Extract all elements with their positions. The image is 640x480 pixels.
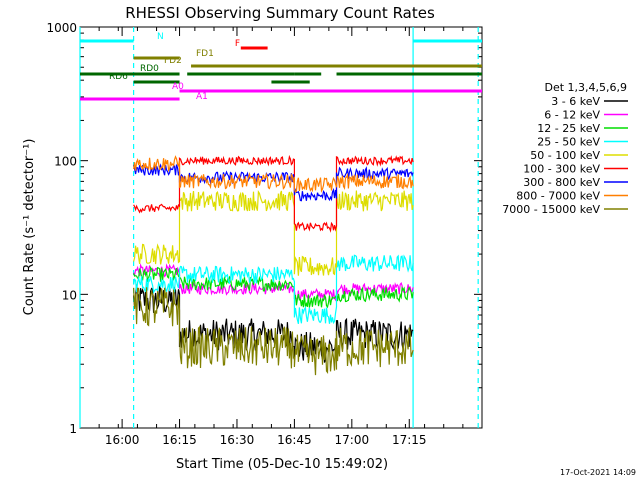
legend-label-2: 12 - 25 keV (537, 122, 600, 135)
series-line-7 (133, 155, 414, 194)
chart-title: RHESSI Observing Summary Count Rates (125, 4, 435, 22)
plot-frame (79, 26, 483, 429)
x-tick-label: 17:00 (335, 433, 370, 447)
legend-label-6: 300 - 800 keV (523, 176, 600, 189)
y-tick-label: 1 (69, 422, 77, 436)
legend-label-0: 3 - 6 keV (551, 95, 600, 108)
flag-label-rd6: RD6 (109, 72, 128, 82)
series-line-1 (133, 263, 414, 302)
x-tick-label: 16:45 (277, 433, 312, 447)
x-tick-label: 16:30 (220, 433, 255, 447)
flag-label-f: F (235, 39, 240, 49)
legend-label-7: 800 - 7000 keV (516, 190, 600, 203)
flag-label-rd0: RD0 (140, 64, 159, 74)
series-line-8 (133, 287, 414, 376)
legend-label-5: 100 - 300 keV (523, 163, 600, 176)
flag-label-n: N (157, 32, 164, 42)
flag-label-fd2: FD2 (164, 56, 182, 66)
x-axis-label: Start Time (05-Dec-10 15:49:02) (176, 457, 388, 472)
legend-label-4: 50 - 100 keV (530, 149, 600, 162)
flag-label-fd1: FD1 (196, 49, 214, 59)
legend-title: Det 1,3,4,5,6,9 (544, 81, 627, 94)
x-tick-label: 17:15 (392, 433, 427, 447)
series-line-5 (133, 154, 414, 233)
flag-label-a1: A1 (196, 92, 208, 102)
x-tick-label: 16:00 (105, 433, 140, 447)
flag-label-a0: A0 (172, 82, 184, 92)
series-line-3 (133, 254, 414, 325)
y-tick-label: 100 (54, 155, 77, 169)
footer-timestamp: 17-Oct-2021 14:09 (560, 468, 636, 477)
series-line-6 (133, 163, 414, 202)
legend-label-8: 7000 - 15000 keV (502, 203, 600, 216)
legend-label-3: 25 - 50 keV (537, 136, 600, 149)
y-tick-label: 1000 (46, 21, 77, 35)
y-tick-label: 10 (62, 288, 77, 302)
x-tick-label: 16:15 (162, 433, 197, 447)
plot-area: 1 10 100 1000 16:00 16:15 16:30 16:45 17:00 17:15… (46, 21, 483, 447)
y-axis-label: Count Rate (s⁻¹ detector⁻¹) (22, 139, 37, 316)
legend-label-1: 6 - 12 keV (544, 109, 600, 122)
